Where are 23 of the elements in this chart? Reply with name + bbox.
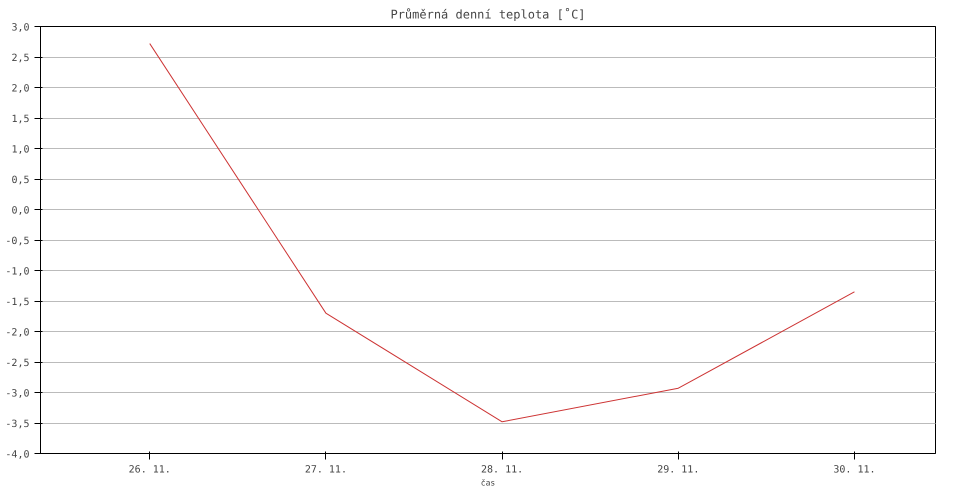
y-tick-label: -1,0 [5,266,30,278]
x-tick-label: 28. 11. [481,464,524,476]
y-tick-label: -2,0 [5,328,30,338]
x-tick-label: 30. 11. [833,464,876,476]
x-tick-label: 29. 11. [657,464,700,476]
y-tick-label: -4,0 [5,450,30,460]
y-tick-label: 0,5 [11,175,30,186]
y-tick-label: 0,0 [11,206,30,216]
x-tick-label: 26. 11. [128,464,171,476]
y-tick-label: -3,5 [5,419,30,430]
x-axis-title: čas [480,478,496,488]
y-tick-label: 2,5 [11,53,30,64]
y-tick-label: -2,5 [5,358,30,369]
y-tick-label: -3,0 [5,388,30,400]
y-tick-label: -1,5 [5,297,30,308]
y-tick-label: 1,5 [11,114,30,125]
y-tick-label: 3,0 [11,22,30,34]
y-tick-label: 1,0 [11,144,30,156]
chart-title: Průměrná denní teplota [˚C] [390,8,586,22]
x-tick-label: 27. 11. [304,464,347,476]
line-series [149,43,855,422]
y-tick-label: 2,0 [11,84,30,94]
y-tick-label: -0,5 [5,236,30,247]
